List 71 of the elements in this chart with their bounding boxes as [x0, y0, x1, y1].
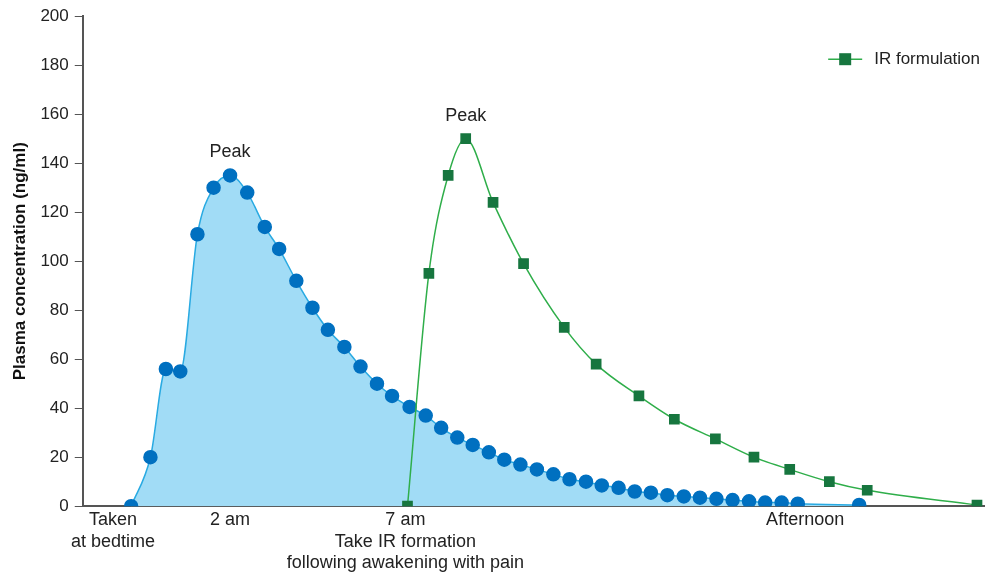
y-tick-label: 140	[40, 152, 69, 172]
point	[741, 494, 757, 507]
point	[271, 241, 287, 257]
point	[143, 449, 158, 465]
point	[305, 300, 320, 315]
y-axis-title: Plasma concentration (ng/ml)	[9, 142, 29, 381]
point	[433, 420, 449, 436]
point	[562, 472, 577, 487]
x-tick-label: 7 am Take IR formation following awakening with pain	[286, 508, 524, 573]
point	[320, 322, 336, 338]
point	[337, 339, 352, 355]
point	[222, 168, 238, 183]
legend-label: IR formulation	[874, 48, 981, 68]
x-tick-label: Afternoon	[766, 508, 845, 529]
y-tick-label: 60	[49, 348, 69, 368]
point	[784, 464, 796, 475]
point	[418, 408, 433, 423]
y-tick-label: 0	[59, 495, 69, 515]
point	[669, 413, 680, 425]
y-tick-label: 20	[49, 446, 69, 466]
point	[529, 462, 545, 477]
annotation: Peak	[209, 141, 252, 162]
point	[423, 268, 435, 279]
point	[239, 185, 255, 200]
y-tick-label: 100	[40, 250, 69, 270]
point	[824, 476, 835, 488]
point	[757, 495, 773, 507]
point	[173, 364, 188, 379]
y-tick-label: 120	[40, 201, 69, 221]
point	[710, 433, 721, 445]
point	[384, 388, 400, 404]
point	[487, 197, 499, 208]
point	[558, 322, 570, 333]
point	[513, 457, 528, 472]
point	[692, 490, 708, 505]
point	[442, 170, 454, 181]
point	[676, 489, 692, 504]
point	[450, 430, 465, 445]
y-tick-label: 40	[49, 397, 69, 417]
point	[861, 484, 873, 496]
point	[578, 474, 594, 489]
point	[353, 359, 368, 374]
point	[660, 487, 675, 503]
y-tick-label: 160	[40, 103, 69, 123]
point	[190, 227, 205, 242]
y-tick-label: 80	[49, 299, 69, 319]
y-tick-label: 200	[40, 5, 69, 25]
x-tick-label: Taken at bedtime	[70, 508, 155, 551]
point	[643, 485, 659, 500]
x-tick-label: 2 am	[210, 508, 251, 529]
point	[465, 437, 480, 453]
point	[497, 452, 512, 467]
point	[481, 445, 497, 460]
point	[748, 451, 760, 463]
point	[460, 133, 472, 145]
annotation: Peak	[445, 104, 488, 125]
point	[611, 480, 626, 496]
point	[546, 467, 561, 482]
point	[289, 273, 304, 289]
point	[402, 399, 417, 415]
point	[206, 180, 221, 195]
point	[594, 478, 610, 493]
point	[627, 484, 642, 499]
point	[369, 376, 385, 391]
point	[518, 258, 529, 269]
y-tick-label: 180	[40, 54, 69, 74]
point	[774, 495, 789, 507]
point	[725, 492, 740, 507]
point	[158, 361, 174, 377]
point	[709, 491, 724, 507]
point	[257, 219, 273, 235]
